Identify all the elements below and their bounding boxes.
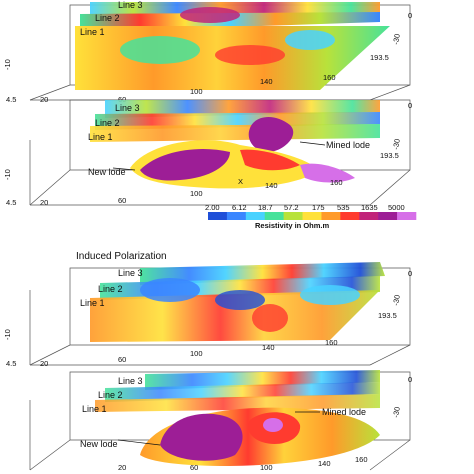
svg-text:193.5: 193.5	[378, 311, 397, 320]
z-tick-bottom: -30	[391, 33, 402, 45]
new-lode-label: New lode	[80, 439, 118, 449]
colorbar-swatch	[397, 212, 417, 220]
z-tick-bottom: -30	[391, 138, 402, 150]
svg-text:140: 140	[262, 343, 275, 352]
y-tick-top: -10	[3, 59, 12, 70]
svg-text:160: 160	[325, 338, 338, 347]
x-ticks: 20 60 100 140 160	[118, 455, 368, 472]
colorbar-swatches	[208, 212, 417, 220]
line-3-label: Line 3	[118, 376, 143, 386]
z-tick-top: 0	[408, 101, 412, 110]
line-2-label: Line 2	[98, 284, 123, 294]
colorbar-swatch	[226, 212, 247, 220]
y-tick-bottom: 4.5	[6, 359, 16, 368]
colorbar-swatch	[378, 212, 398, 220]
colorbar-swatch	[264, 212, 284, 220]
new-lode-body	[160, 413, 243, 461]
ip-panel-top: Line 3 Line 2 Line 1 20 60 100 140 160 1…	[3, 262, 412, 368]
colorbar-tick: 6.12	[232, 203, 247, 212]
section-line-2	[105, 382, 380, 402]
y-tick-top: -10	[3, 169, 12, 180]
x-axis-label: X	[238, 177, 243, 186]
x-ticks: 20 60 100 140 160 193.5	[40, 311, 397, 368]
section-line-1	[90, 290, 380, 342]
colorbar-swatch	[245, 212, 266, 220]
colorbar-swatch	[283, 212, 303, 220]
svg-text:60: 60	[118, 95, 126, 104]
svg-text:100: 100	[190, 189, 203, 198]
colorbar-ticks: 2.00 6.12 18.7 57.2 175 535 1635 5000	[205, 203, 405, 212]
line-3-label: Line 3	[118, 268, 143, 278]
colorbar-tick: 535	[337, 203, 350, 212]
colorbar-tick: 57.2	[284, 203, 299, 212]
x-ticks: 20 60 100 140 160 193.5	[40, 53, 389, 104]
section-line-3	[140, 262, 385, 285]
mined-lode-body	[248, 117, 294, 153]
line-2-label: Line 2	[95, 118, 120, 128]
section-line-3	[145, 370, 380, 390]
svg-text:140: 140	[265, 181, 278, 190]
svg-text:193.5: 193.5	[380, 151, 399, 160]
svg-text:60: 60	[118, 196, 126, 205]
y-tick-bottom: 4.5	[6, 95, 16, 104]
new-lode-label: New lode	[88, 167, 126, 177]
colorbar-tick: 175	[312, 203, 325, 212]
colorbar-title: Resistivity in Ohm.m	[255, 221, 330, 230]
z-tick-top: 0	[408, 11, 412, 20]
svg-text:193.5: 193.5	[370, 53, 389, 62]
svg-text:60: 60	[118, 355, 126, 364]
colorbar-swatch	[340, 212, 360, 220]
svg-text:60: 60	[190, 463, 198, 472]
svg-text:160: 160	[323, 73, 336, 82]
z-tick-top: 0	[408, 375, 412, 384]
colorbar-swatch	[302, 212, 322, 220]
line-3-label: Line 3	[118, 0, 143, 10]
line-1-label: Line 1	[80, 27, 105, 37]
svg-text:160: 160	[355, 455, 368, 464]
mined-lode-label: Mined lode	[326, 140, 370, 150]
svg-text:20: 20	[40, 359, 48, 368]
line-3-label: Line 3	[115, 103, 140, 113]
mined-lode-label: Mined lode	[322, 407, 366, 417]
svg-text:20: 20	[40, 95, 48, 104]
svg-text:140: 140	[260, 77, 273, 86]
z-tick-bottom: -30	[391, 406, 402, 418]
line-1-label: Line 1	[88, 132, 113, 142]
z-tick-bottom: -30	[391, 294, 402, 306]
resistivity-colorbar: 2.00 6.12 18.7 57.2 175 535 1635 5000 Re…	[205, 203, 417, 230]
line-2-label: Line 2	[95, 13, 120, 23]
line-1-label: Line 1	[82, 404, 107, 414]
colorbar-tick: 1635	[361, 203, 378, 212]
res-panel-top: Line 3 Line 2 Line 1 20 60 100 140 160 1…	[3, 0, 412, 104]
x-ticks: 20 60 100 140 160 193.5	[40, 151, 399, 207]
svg-text:100: 100	[190, 349, 203, 358]
section-line-1	[90, 124, 380, 142]
res-panel-bottom: Line 3 Line 2 Line 1 Mined lode New lode…	[3, 99, 412, 207]
y-tick-bottom: 4.5	[6, 198, 16, 207]
colorbar-swatch	[359, 212, 379, 220]
z-tick-top: 0	[408, 269, 412, 278]
svg-text:20: 20	[40, 198, 48, 207]
ip-panel-bottom: Line 3 Line 2 Line 1 Mined lode New lode…	[29, 370, 412, 472]
svg-text:20: 20	[118, 463, 126, 472]
colorbar-swatch	[321, 212, 341, 220]
svg-text:140: 140	[318, 459, 331, 468]
colorbar-tick: 5000	[388, 203, 405, 212]
section-line-1	[95, 394, 380, 412]
colorbar-swatch	[208, 212, 228, 220]
colorbar-tick: 18.7	[258, 203, 273, 212]
ip-title: Induced Polarization	[76, 251, 167, 262]
y-tick-top: -10	[3, 329, 12, 340]
svg-text:100: 100	[190, 87, 203, 96]
line-2-label: Line 2	[98, 390, 123, 400]
svg-text:160: 160	[330, 178, 343, 187]
svg-text:100: 100	[260, 463, 273, 472]
colorbar-tick: 2.00	[205, 203, 220, 212]
line-1-label: Line 1	[80, 298, 105, 308]
